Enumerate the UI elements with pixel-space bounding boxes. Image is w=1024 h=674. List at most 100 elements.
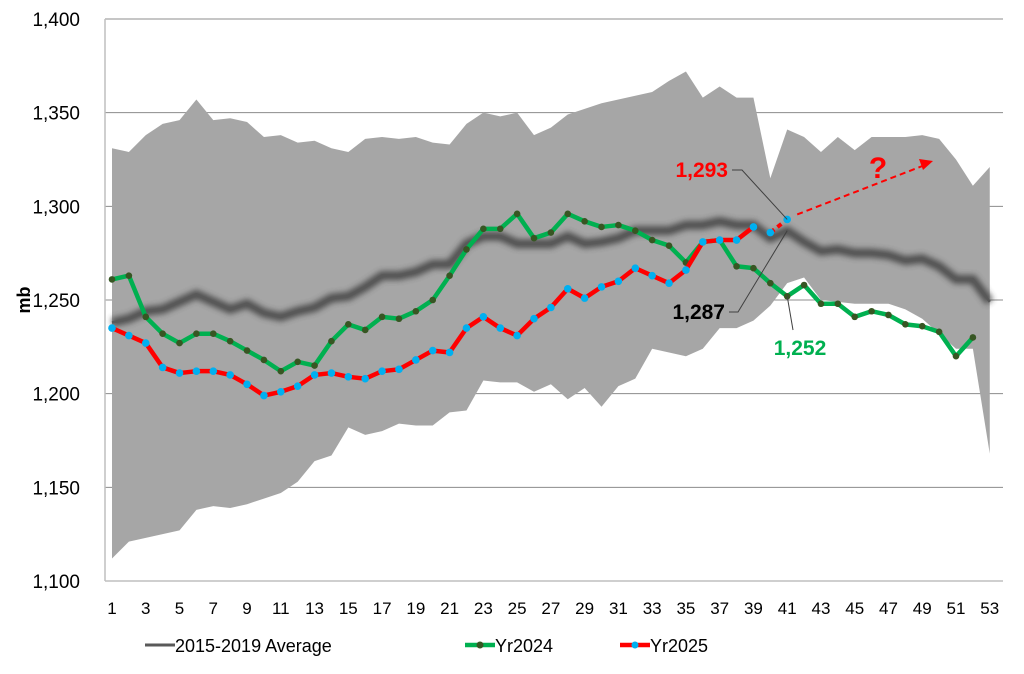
yr2025-point [327,369,336,377]
y-tick-label: 1,250 [32,291,80,312]
yr2025-point [158,363,167,372]
yr2024-point [395,315,403,323]
x-tick-label: 35 [676,599,695,618]
y-tick-label: 1,350 [32,104,80,125]
yr2024-point [598,223,605,231]
yr2024-point [226,337,234,345]
yr2024-point [581,218,588,225]
x-tick-label: 41 [778,599,797,618]
yr2025-point [547,303,555,312]
yr2025-point [428,346,437,355]
yr2024-point [480,225,487,233]
yr2025-point [445,348,454,357]
forecast-arrow [796,164,926,216]
yr2024-point [496,225,504,233]
yr2024-point [243,347,251,354]
yr2025-point [293,382,302,390]
yr2024-point [142,313,150,321]
yr2024-point [767,279,774,287]
yr2024-point [868,307,875,315]
yr2024-point [851,313,859,321]
yr2025-point [597,283,606,291]
yr2024-point [176,339,183,347]
x-tick-label: 29 [575,599,594,618]
x-tick-label: 53 [980,599,999,618]
legend-label: Yr2025 [650,636,708,656]
x-tick-label: 31 [609,599,628,618]
yr2025-point [648,271,656,280]
average-line [111,220,991,324]
x-tick-label: 9 [242,599,251,618]
yr2025-point [749,223,758,231]
yr2024-point [378,313,386,321]
yr2024-point [733,262,740,270]
x-tick-label: 23 [474,599,493,618]
yr2025-point [209,367,218,375]
yr2025-point [496,324,505,332]
x-tick-label: 13 [305,599,324,618]
range-band [112,71,990,559]
yr2024-point [429,296,437,304]
yr2024-point [885,311,892,319]
yr2024-point [294,358,301,366]
x-tick-label: 15 [339,599,358,618]
yr2025-point [513,331,521,340]
x-tick-label: 27 [541,599,560,618]
yr2025-point [665,279,673,287]
leader-line-1252 [786,296,794,331]
yr2025-point [580,294,589,302]
x-tick-label: 17 [373,599,392,618]
yr2024-point [631,227,639,234]
yr2024-point [311,362,318,369]
yr2025-point [108,324,116,332]
yr2024-point [834,300,842,308]
yr2024-point [513,210,521,218]
yr2024-point [817,300,825,308]
yr2025-point [226,371,234,379]
yr2025-point [530,314,538,323]
yr2024-point [547,229,555,236]
yr2025-point [732,236,741,244]
series-layer [108,210,994,400]
yr2025-point [395,365,403,374]
yr2025-point [141,339,150,347]
x-tick-label: 21 [440,599,459,618]
x-tick-label: 49 [913,599,932,618]
legend-label: 2015-2019 Average [175,636,332,656]
yr2024-point [648,236,656,244]
yr2024-point [361,326,369,334]
x-tick-label: 47 [879,599,898,618]
yr2024-point [935,328,943,336]
yr2025-point [192,367,201,375]
yr2024-point [159,330,166,338]
yr2025-point [766,228,775,237]
yr2025-point [378,367,386,375]
legend: 2015-2019 Average Yr2024 Yr2025 [145,636,708,656]
x-tick-label: 19 [406,599,425,618]
legend-label: Yr2024 [495,636,553,656]
y-tick-label: 1,200 [32,385,80,406]
yr2024-point [969,334,977,341]
yr2025-point [260,391,268,400]
yr2024-point [446,272,453,279]
yr2025-point [479,313,488,321]
x-tick-label: 39 [744,599,763,618]
x-tick-label: 5 [175,599,184,618]
yr2024-point [108,276,116,283]
x-tick-label: 37 [710,599,729,618]
yr2024-point [902,321,909,328]
yr2025-point [715,236,724,244]
y-axis-label: mb [14,286,34,313]
leader-line-1293 [732,169,788,220]
yr2024-point [918,322,926,330]
yr2025-point [175,369,184,377]
y-tick-label: 1,100 [32,572,80,593]
x-tick-label: 11 [272,599,290,618]
yr2024-line [111,211,975,374]
leader-line-1287 [729,230,788,313]
yr2024-point [260,356,268,364]
yr2025-point [344,373,353,381]
yr2025-point [243,380,251,389]
yr2024-point [750,264,757,272]
